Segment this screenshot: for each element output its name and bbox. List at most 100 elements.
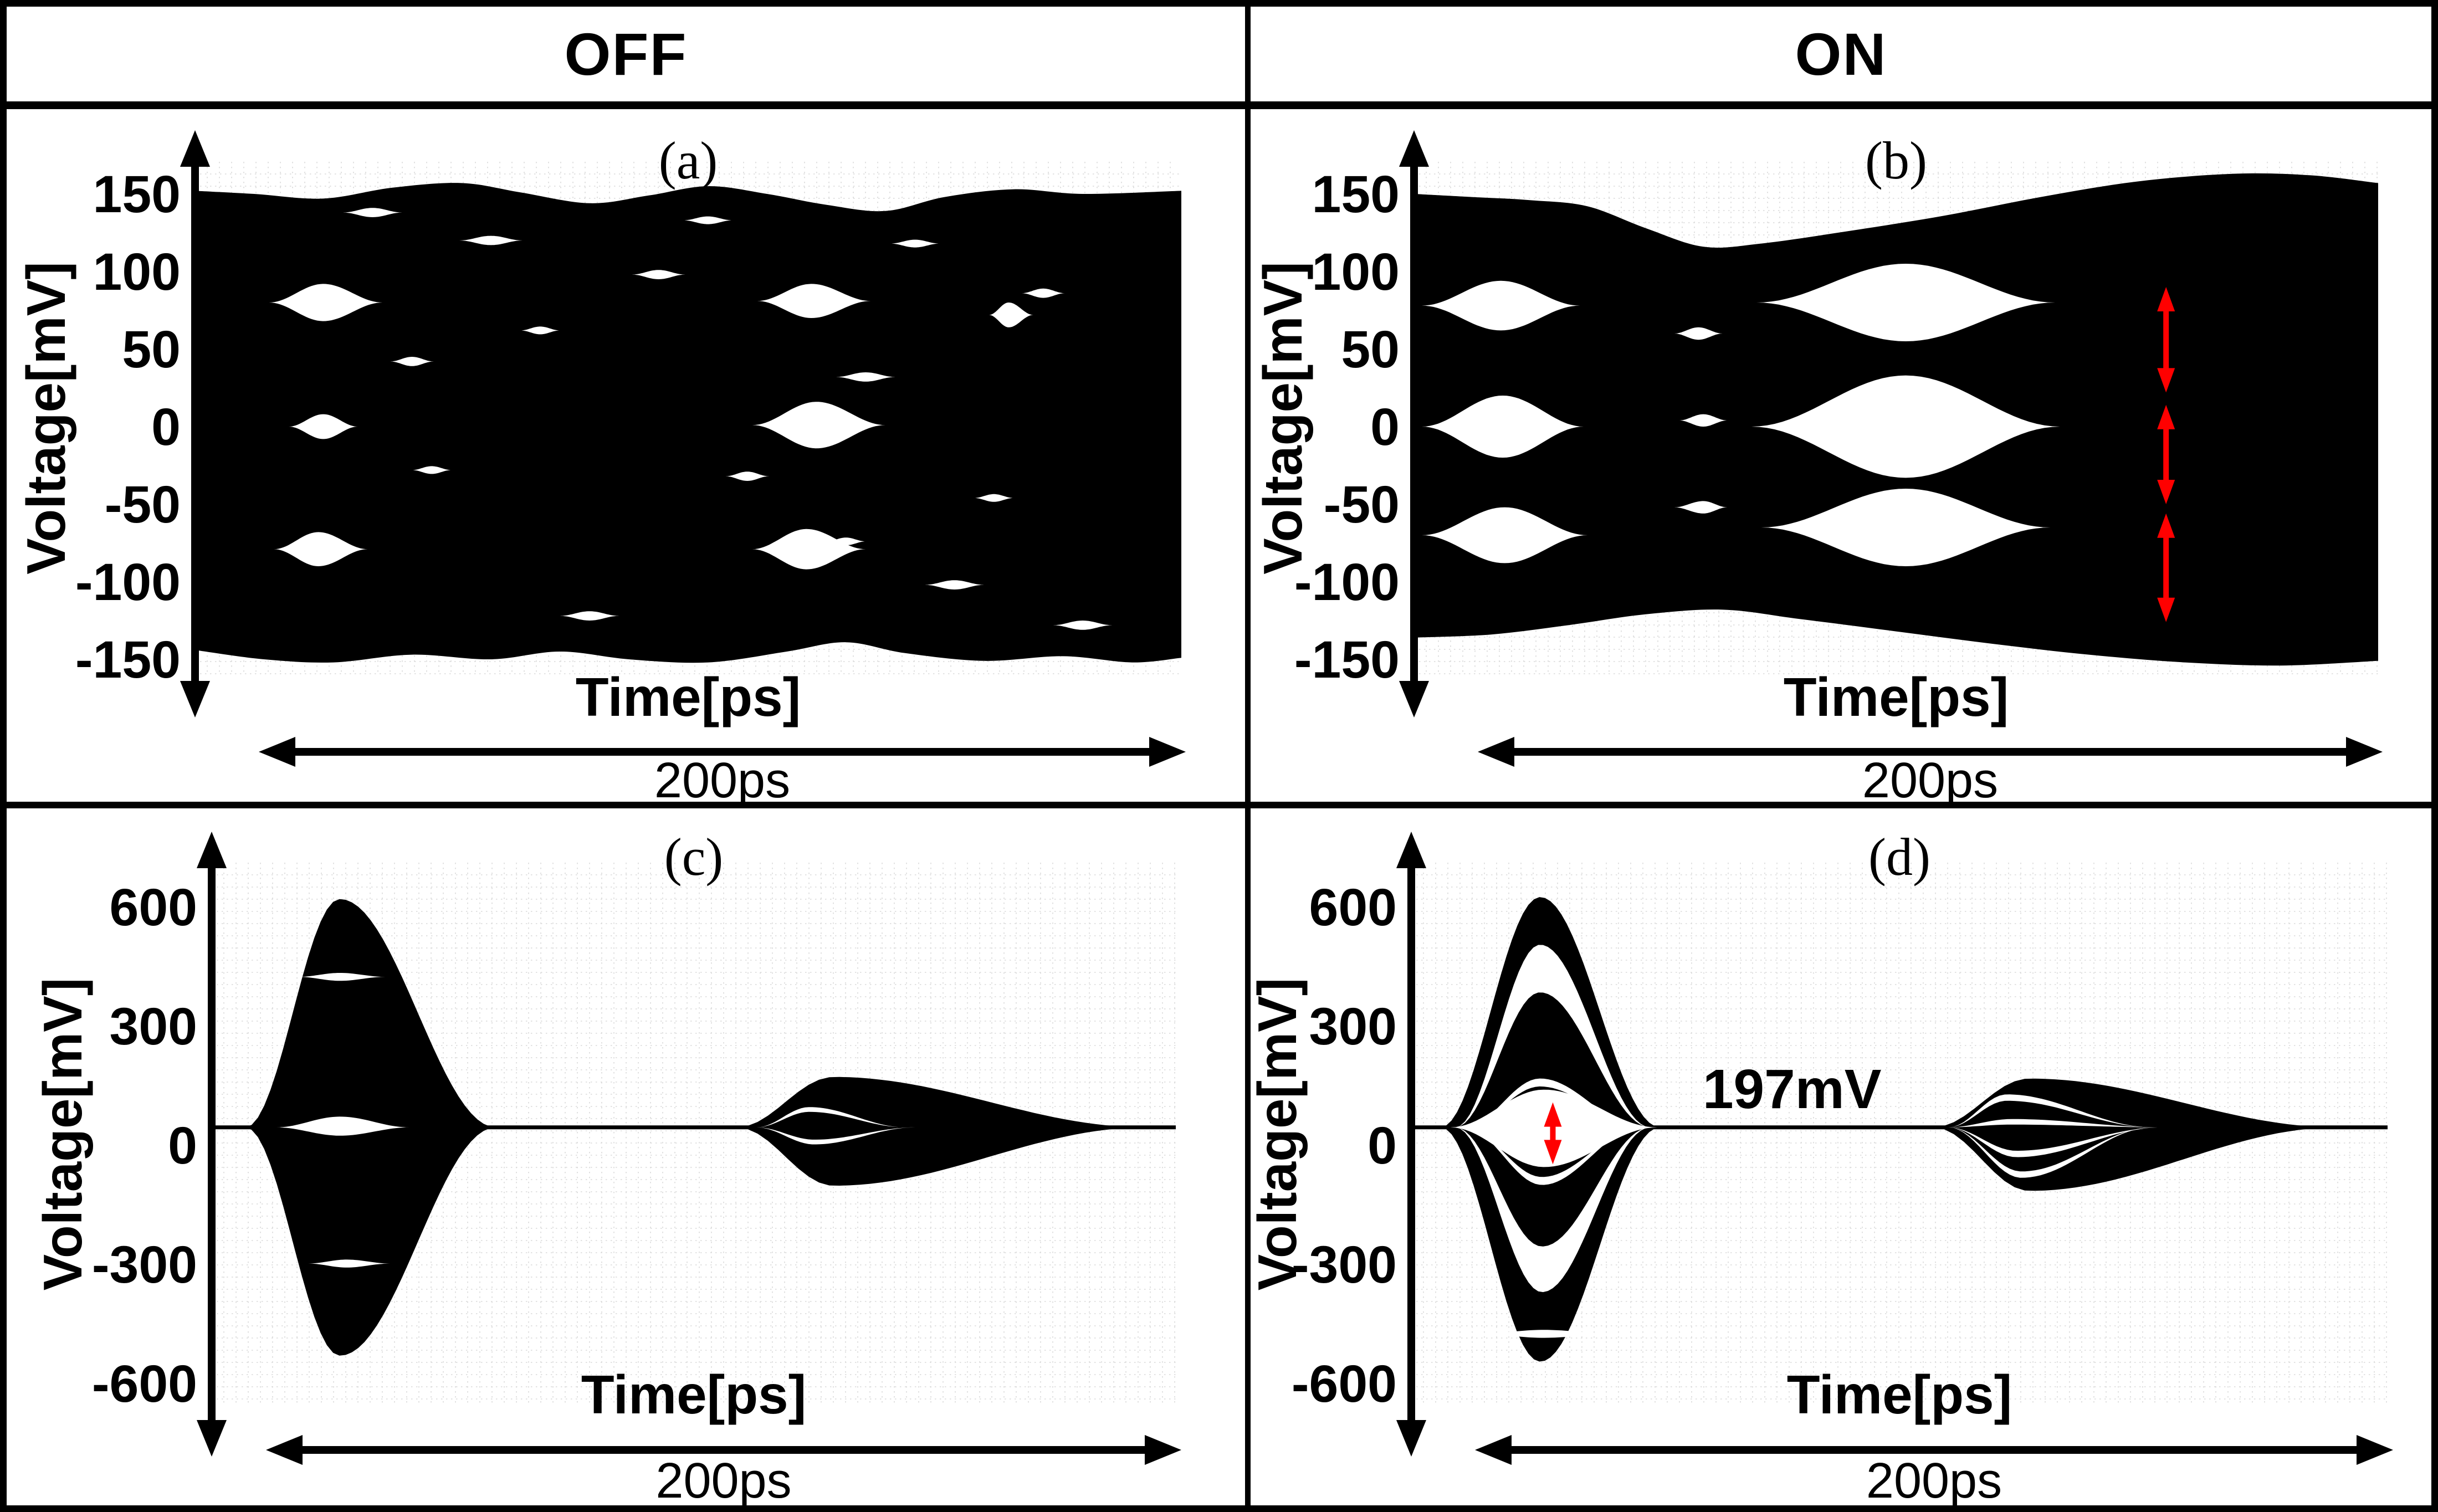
eye-opening — [1948, 1127, 2163, 1157]
eye-opening — [1948, 1119, 2163, 1127]
eye-opening — [1756, 264, 2056, 341]
eye-opening — [988, 303, 1033, 327]
y-axis-arrowhead-up — [1396, 832, 1426, 868]
eye-opening — [343, 208, 402, 217]
eye-opening — [1421, 507, 1588, 563]
eye-opening — [1761, 489, 2051, 566]
column-header-on: ON — [1251, 7, 2431, 109]
measurement-label: 44mV — [2218, 314, 2345, 367]
eye-opening — [826, 537, 866, 546]
y-axis-title: Voltage[mV] — [32, 978, 93, 1290]
measurement-arrowhead-up — [2157, 513, 2175, 538]
panel-a-eye-diagram: 150 100 50 0 -50 -100 -150 Voltage[mV] Time[ps] 2… — [16, 130, 1186, 802]
y-tick-label: -300 — [1292, 1236, 1397, 1294]
measurement-label: 44mV — [2218, 428, 2345, 481]
column-header-off-label: OFF — [564, 20, 688, 88]
measurement-label: 44mV — [2218, 542, 2345, 595]
y-axis-title: Voltage[mV] — [1251, 978, 1308, 1290]
eye-opening — [757, 284, 871, 318]
measurement-arrowhead-up — [2157, 404, 2175, 429]
panel-label: (c) — [664, 827, 724, 886]
eye-opening — [1948, 1127, 2154, 1178]
eye-opening — [412, 466, 452, 474]
y-tick-label: 600 — [109, 878, 197, 937]
x-axis-arrowhead-right — [2357, 1435, 2393, 1465]
y-tick-label: -600 — [1292, 1355, 1397, 1413]
y-axis-arrowhead-up — [180, 130, 210, 167]
eye-opening — [890, 239, 940, 248]
y-tick-label: 0 — [1367, 1116, 1397, 1175]
y-tick-label: 300 — [1309, 997, 1397, 1056]
waveform-trace — [1933, 1078, 2339, 1191]
eye-opening — [289, 414, 358, 439]
y-tick-label: -600 — [92, 1355, 197, 1413]
y-tick-label: 300 — [109, 997, 197, 1056]
waveform-trace — [195, 183, 1181, 663]
y-tick-label: 100 — [1312, 243, 1400, 301]
y-axis-title: Voltage[mV] — [1252, 262, 1313, 574]
panel-c-cell: 600 300 0 -300 -600 Voltage[mV] Time[ps] 200ps (… — [7, 808, 1251, 1505]
y-axis-arrowhead-down — [1399, 681, 1429, 717]
panel-d-cell: 600 300 0 -300 -600 Voltage[mV] Time[ps] 200ps (… — [1251, 808, 2431, 1505]
time-span-label: 200ps — [1862, 753, 1998, 802]
panel-b-eye-diagram: 150 100 50 0 -50 -100 -150 Voltage[mV] Time[ps] 2… — [1252, 130, 2383, 802]
eye-opening — [752, 529, 866, 570]
panel-b-cell: 150 100 50 0 -50 -100 -150 Voltage[mV] Time[ps] 2… — [1251, 109, 2431, 808]
x-axis-title: Time[ps] — [1784, 667, 2009, 727]
y-tick-label: 150 — [1312, 165, 1400, 224]
y-axis-arrowhead-down — [180, 681, 210, 717]
y-tick-label: 150 — [93, 165, 181, 224]
y-axis-arrowhead-up — [197, 832, 227, 868]
eye-opening — [269, 284, 383, 321]
panel-a-cell: 150 100 50 0 -50 -100 -150 Voltage[mV] Time[ps] 2… — [7, 109, 1251, 808]
x-axis-arrowhead-left — [259, 737, 295, 767]
panel-c-pulse-response: 600 300 0 -300 -600 Voltage[mV] Time[ps] 200ps (… — [32, 827, 1181, 1505]
eye-opening — [1674, 501, 1728, 514]
y-tick-label: 50 — [122, 320, 181, 379]
eye-opening — [1751, 375, 2060, 478]
eye-opening — [1674, 327, 1723, 340]
measurement-arrowhead-down — [2157, 597, 2175, 622]
y-tick-label: 0 — [151, 398, 181, 457]
eye-opening — [308, 1259, 390, 1268]
x-axis-title: Time[ps] — [581, 1364, 807, 1425]
x-axis-arrowhead-right — [1145, 1435, 1181, 1465]
y-axis-arrowhead-up — [1399, 130, 1429, 167]
waveform-layer — [212, 899, 1176, 1356]
y-tick-label: 100 — [93, 243, 181, 301]
measurement-arrowhead-down — [1544, 1140, 1562, 1165]
eye-opening — [1021, 288, 1065, 298]
x-axis-title: Time[ps] — [576, 667, 801, 727]
y-tick-label: 50 — [1341, 320, 1400, 379]
eye-opening — [836, 372, 895, 382]
panel-label: (a) — [659, 131, 718, 190]
y-tick-label: -100 — [75, 553, 181, 612]
time-span-label: 200ps — [1866, 1453, 2002, 1505]
y-axis-arrowhead-down — [1396, 1420, 1426, 1457]
y-tick-label: -50 — [1324, 475, 1400, 534]
y-tick-label: -50 — [105, 475, 181, 534]
panel-d-pulse-response: 600 300 0 -300 -600 Voltage[mV] Time[ps] 200ps (… — [1251, 827, 2393, 1505]
measurement-arrowhead-up — [2157, 287, 2175, 311]
eye-opening — [752, 402, 885, 449]
eye-opening — [1479, 1330, 1616, 1338]
y-tick-label: -100 — [1294, 553, 1400, 612]
eye-opening — [1948, 1094, 2154, 1127]
eye-opening — [683, 216, 733, 224]
eye-opening — [1421, 396, 1584, 458]
eye-opening — [1455, 1127, 1651, 1293]
y-axis-title: Voltage[mV] — [16, 262, 76, 574]
y-tick-label: 0 — [168, 1116, 197, 1175]
x-axis-arrowhead-left — [1475, 1435, 1512, 1465]
y-tick-label: -300 — [92, 1236, 197, 1294]
waveform-trace — [737, 1077, 1147, 1186]
panel-label: (d) — [1868, 827, 1930, 886]
x-axis-title: Time[ps] — [1787, 1364, 2012, 1425]
eye-opening — [756, 1127, 916, 1145]
y-tick-label: 0 — [1370, 398, 1400, 457]
column-header-on-label: ON — [1795, 20, 1887, 88]
y-axis-arrowhead-down — [197, 1420, 227, 1457]
measurement-arrowhead-down — [2157, 480, 2175, 504]
waveform-layer — [1411, 897, 2388, 1362]
